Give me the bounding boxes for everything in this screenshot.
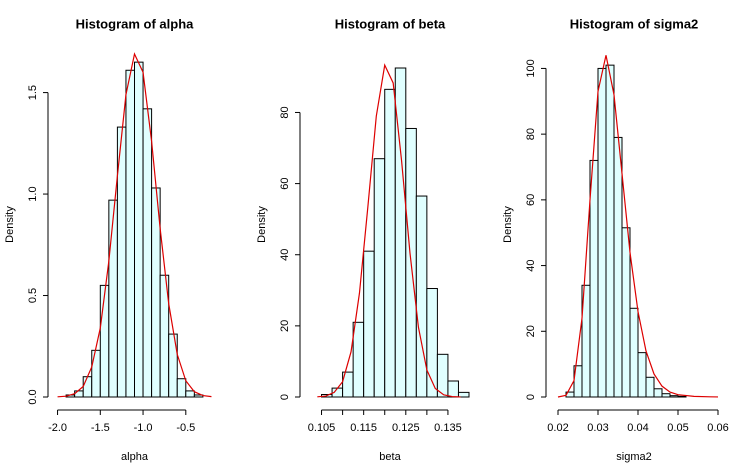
bar: [669, 395, 679, 398]
x-tick-label: 0.03: [587, 422, 608, 434]
x-tick-label: 0.06: [707, 422, 728, 434]
bar: [621, 227, 631, 398]
chart-title: Histogram of alpha: [76, 16, 195, 31]
y-tick-label: 80: [279, 106, 291, 118]
x-tick-label: 0.125: [392, 422, 420, 434]
x-axis-label: alpha: [121, 451, 149, 463]
y-tick-label: 60: [525, 194, 537, 206]
bar: [637, 352, 647, 398]
y-tick-label: 80: [525, 128, 537, 140]
bar: [415, 195, 428, 398]
bar: [176, 378, 187, 398]
bar: [99, 284, 110, 398]
density-curve: [317, 63, 461, 398]
x-tick-label: 0.02: [547, 422, 568, 434]
bar: [142, 108, 153, 398]
y-tick-label: 60: [279, 177, 291, 189]
y-axis-label: Density: [4, 206, 16, 243]
x-tick-label: 0.04: [627, 422, 648, 434]
bar: [384, 88, 396, 398]
x-tick-label: -0.5: [176, 422, 195, 434]
y-tick-label: 0: [525, 394, 537, 400]
bar: [589, 159, 599, 398]
bar: [91, 349, 101, 398]
y-tick-label: 100: [525, 59, 537, 77]
bar: [168, 333, 178, 398]
bar: [677, 395, 687, 398]
x-axis-label: beta: [379, 451, 401, 463]
density-curve: [57, 52, 212, 398]
bar: [457, 391, 470, 398]
bar: [426, 288, 438, 398]
y-tick-label: 20: [525, 325, 537, 337]
bar: [373, 158, 386, 398]
y-axis-label: Density: [256, 206, 268, 243]
x-tick-label: 0.135: [434, 422, 462, 434]
y-tick-label: 1.5: [27, 85, 39, 100]
bar: [605, 64, 615, 398]
chart-title: Histogram of sigma2: [570, 16, 699, 31]
x-axis-label: sigma2: [616, 451, 651, 463]
bar: [108, 199, 118, 398]
x-tick-label: -2.0: [48, 422, 67, 434]
bar: [661, 393, 671, 398]
y-tick-label: 1.0: [27, 186, 39, 201]
bar: [125, 69, 135, 398]
bar: [74, 390, 84, 398]
x-tick-label: 0.115: [350, 422, 377, 434]
bar: [363, 250, 375, 398]
bar: [447, 380, 459, 398]
y-tick-label: 0.5: [27, 288, 39, 303]
x-tick-label: 0.05: [667, 422, 688, 434]
bar: [352, 321, 365, 398]
bar: [597, 67, 607, 398]
bar: [653, 388, 663, 398]
density-curve: [557, 55, 719, 398]
y-tick-label: 0: [279, 394, 291, 400]
y-tick-label: 40: [525, 259, 537, 271]
bar: [82, 376, 93, 398]
y-axis-label: Density: [502, 206, 514, 243]
bar: [613, 136, 623, 398]
y-tick-label: 20: [279, 320, 291, 332]
bar: [436, 353, 449, 398]
bar: [629, 307, 639, 398]
y-tick-label: 40: [279, 249, 291, 261]
x-tick-label: -1.5: [91, 422, 110, 434]
y-tick-label: 0.0: [27, 389, 39, 404]
x-tick-label: 0.105: [308, 422, 336, 434]
bar: [134, 61, 144, 398]
bar: [185, 390, 195, 398]
bar: [645, 376, 655, 398]
x-tick-label: -1.0: [134, 422, 153, 434]
chart-title: Histogram of beta: [335, 16, 446, 31]
